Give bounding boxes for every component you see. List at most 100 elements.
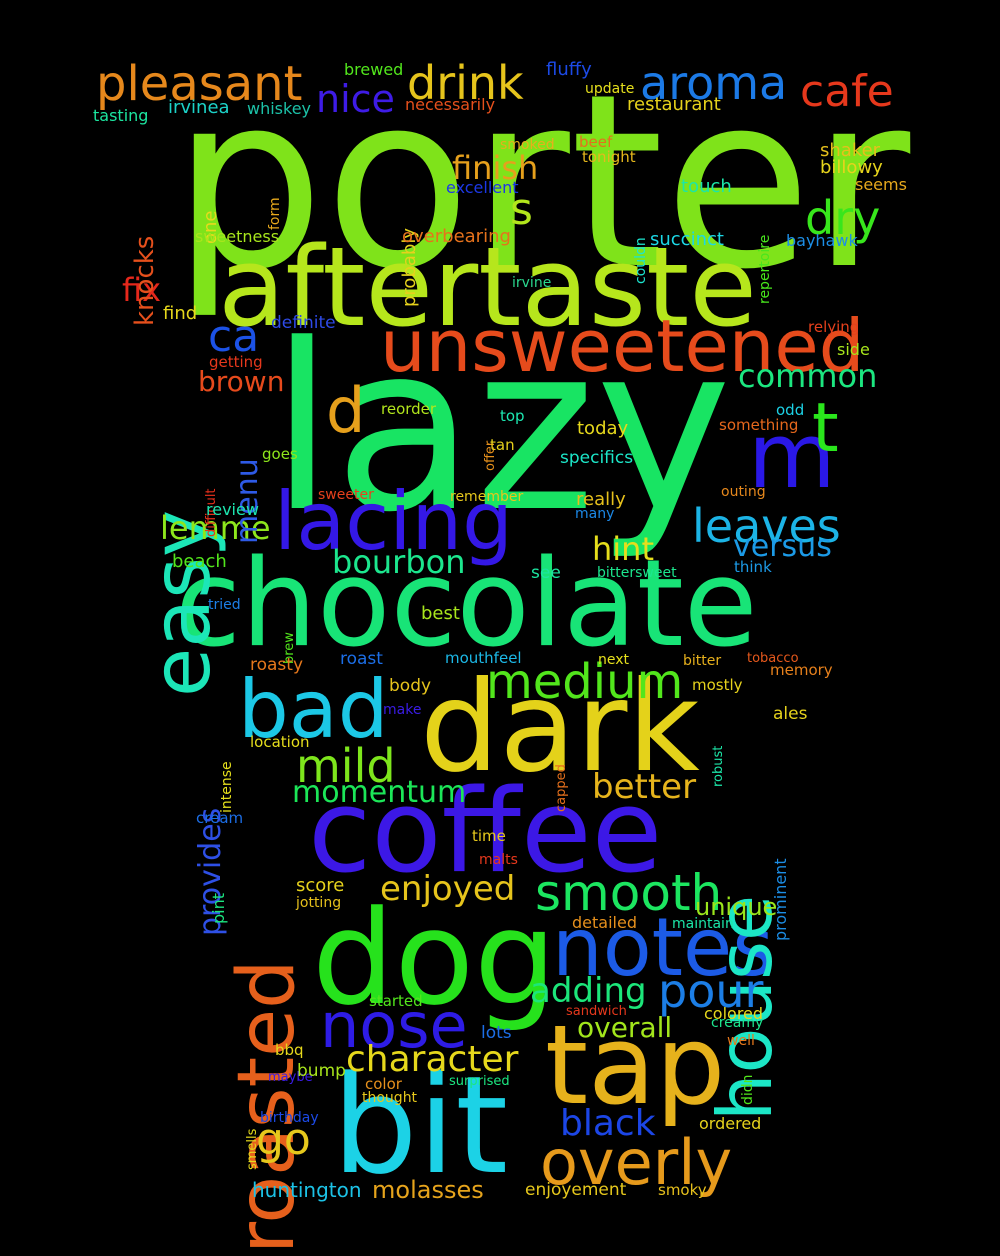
cloud-word: well [727, 1033, 755, 1049]
cloud-word: t [812, 389, 839, 468]
cloud-word: medium [486, 654, 684, 710]
cloud-word: versus [733, 529, 832, 564]
cloud-word: molasses [372, 1176, 484, 1204]
cloud-word: capped [554, 764, 569, 812]
cloud-word: didn [740, 1074, 756, 1105]
cloud-word: irvine [512, 275, 552, 291]
cloud-word: something [719, 416, 799, 434]
cloud-word: make [383, 702, 422, 718]
cloud-word: nice [316, 77, 395, 121]
cloud-word: birthday [260, 1110, 319, 1126]
cloud-word: intense [219, 761, 235, 813]
cloud-word: tried [208, 597, 241, 613]
cloud-word: robust [711, 745, 726, 787]
cloud-word: top [500, 407, 525, 425]
cloud-word: sweeter [318, 487, 374, 503]
cloud-word: remember [450, 489, 524, 505]
cloud-word: tobacco [747, 651, 799, 666]
cloud-word: brewed [344, 60, 404, 79]
cloud-word: maintain [672, 916, 734, 932]
cloud-word: character [346, 1039, 519, 1080]
cloud-word: couldn [633, 237, 649, 284]
cloud-word: maybe [268, 1070, 313, 1085]
cloud-word: color [365, 1075, 402, 1093]
cloud-word: pour [658, 964, 764, 1018]
cloud-word: necessarily [405, 95, 496, 114]
cloud-word: porter [172, 42, 911, 322]
cloud-word: seems [855, 175, 907, 194]
cloud-word: colored [704, 1004, 764, 1023]
cloud-word: creamy [711, 1015, 764, 1031]
cloud-word: body [389, 676, 432, 696]
cloud-word: repertoire [757, 234, 773, 304]
cloud-word: mostly [692, 676, 743, 694]
cloud-word: nose [320, 989, 468, 1062]
cloud-word: fix [122, 271, 162, 309]
cloud-word: m [748, 404, 836, 509]
cloud-word: sweetness [195, 227, 280, 246]
cloud-word: side [837, 340, 870, 359]
cloud-word: mild [296, 739, 396, 793]
cloud-word: location [250, 733, 310, 751]
cloud-word: update [585, 81, 635, 97]
cloud-word: unsweetened [380, 304, 865, 388]
cloud-word: review [206, 500, 259, 519]
cloud-word: beach [172, 551, 227, 572]
cloud-word: succinct [650, 229, 724, 250]
cloud-word: mouthfeel [445, 649, 522, 667]
cloud-word: dark [420, 655, 700, 800]
cloud-word: bitter [683, 653, 722, 669]
cloud-word: d [326, 374, 366, 447]
cloud-word: memory [770, 661, 833, 679]
cloud-word: ordered [699, 1114, 762, 1133]
cloud-word: odd [776, 401, 805, 419]
cloud-word: time [472, 827, 506, 845]
cloud-word: tonight [582, 148, 636, 166]
cloud-word: smooth [535, 864, 723, 922]
cloud-word: lazy [270, 296, 732, 563]
cloud-word: black [560, 1103, 656, 1144]
cloud-word: today [577, 418, 629, 439]
cloud-word: bayhawk [786, 231, 858, 250]
cloud-word: cream [196, 809, 244, 827]
cloud-word: sandwich [566, 1004, 627, 1019]
cloud-word: notes [552, 901, 774, 994]
cloud-word: pint [209, 892, 228, 924]
cloud-word: cafe [800, 66, 894, 117]
cloud-word: bit [332, 1047, 509, 1204]
cloud-word: bourbon [332, 543, 466, 581]
cloud-word: better [592, 767, 697, 807]
cloud-word: coffee [308, 765, 663, 899]
cloud-word: aftertaste [218, 223, 757, 351]
cloud-word: started [369, 992, 423, 1010]
cloud-word: smells [245, 1128, 260, 1170]
cloud-word: knocks [130, 235, 160, 326]
cloud-word: definite [271, 313, 336, 333]
cloud-word: chocolate [175, 535, 758, 674]
cloud-word: outing [721, 484, 766, 500]
cloud-word: brown [198, 365, 285, 398]
cloud-word: beef [579, 133, 613, 151]
cloud-word: adding [530, 971, 647, 1011]
cloud-word: irvinea [168, 97, 230, 118]
cloud-word: prominent [771, 858, 790, 941]
cloud-word: best [421, 603, 460, 624]
cloud-word: malts [479, 852, 518, 868]
cloud-word: roasty [250, 655, 304, 675]
cloud-word: find [163, 303, 198, 324]
cloud-word: dog [312, 882, 557, 1034]
cloud-word: many [575, 506, 615, 522]
cloud-word: leaves [692, 499, 841, 553]
cloud-word: tan [490, 436, 515, 454]
cloud-word: enjoyement [525, 1180, 627, 1200]
cloud-word: next [598, 652, 630, 668]
cloud-word: excellent [446, 178, 519, 197]
cloud-word: smoked [500, 137, 555, 153]
cloud-word: specifics [560, 448, 634, 468]
cloud-word: see [531, 563, 561, 583]
cloud-word: jotting [296, 895, 342, 911]
cloud-word: overall [577, 1011, 673, 1044]
cloud-word: momentum [292, 775, 467, 810]
cloud-word: surprised [449, 1074, 510, 1089]
